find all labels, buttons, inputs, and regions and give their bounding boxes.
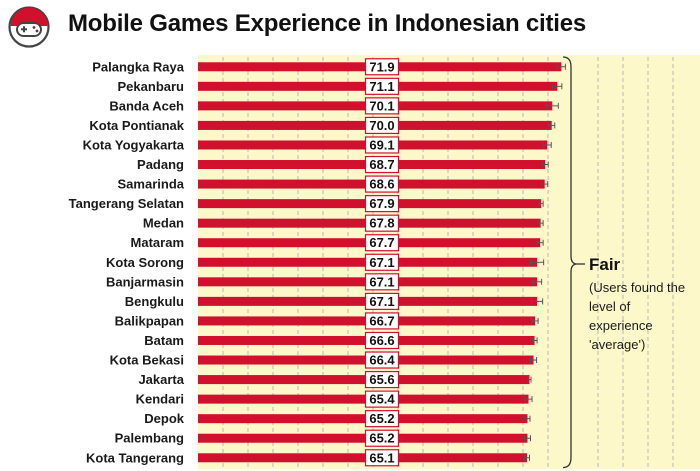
category-label-6: Samarinda: [118, 177, 185, 192]
chart-header: Mobile Games Experience in Indonesian ci…: [0, 0, 700, 52]
value-label-box-16: [364, 370, 400, 389]
category-label-10: Kota Sorong: [106, 255, 184, 270]
value-label-16: 65.6: [369, 372, 394, 387]
value-label-19: 65.2: [369, 431, 394, 446]
value-label-13: 66.7: [369, 313, 394, 328]
value-label-7: 67.9: [369, 196, 394, 211]
value-label-box-19: [364, 429, 400, 447]
category-label-19: Palembang: [115, 431, 184, 446]
category-label-14: Batam: [144, 333, 184, 348]
value-label-box-17: [364, 390, 400, 408]
value-label-box-9: [364, 234, 400, 252]
bar-17: [198, 394, 529, 404]
band-description: (Users found the level of experience 'av…: [589, 280, 686, 352]
value-label-box-3: [364, 116, 400, 135]
category-label-7: Tangerang Selatan: [69, 196, 184, 211]
category-label-15: Kota Bekasi: [110, 353, 184, 368]
value-label-box-8: [364, 214, 400, 232]
category-label-18: Depok: [144, 411, 185, 426]
value-label-17: 65.4: [369, 392, 395, 407]
category-label-17: Kendari: [136, 392, 184, 407]
band-title: Fair: [589, 255, 621, 274]
category-label-20: Kota Tangerang: [86, 450, 184, 465]
value-label-box-18: [364, 410, 400, 428]
value-label-box-10: [364, 253, 400, 271]
value-label-20: 65.1: [369, 450, 394, 465]
chart-title: Mobile Games Experience in Indonesian ci…: [68, 10, 587, 37]
value-label-box-20: [364, 449, 400, 467]
value-label-15: 66.4: [369, 353, 395, 368]
value-label-11: 67.1: [369, 274, 394, 289]
category-label-8: Medan: [143, 216, 184, 231]
value-label-5: 68.7: [369, 157, 394, 172]
value-label-box-7: [364, 195, 400, 213]
category-label-5: Padang: [137, 157, 184, 172]
category-label-12: Bengkulu: [125, 294, 184, 309]
value-label-1: 71.1: [369, 79, 394, 94]
value-label-box-4: [364, 136, 400, 154]
category-label-11: Banjarmasin: [106, 274, 184, 289]
value-label-0: 71.9: [369, 59, 394, 74]
category-label-0: Palangka Raya: [92, 59, 185, 74]
value-label-box-15: [364, 351, 400, 369]
value-label-12: 67.1: [369, 294, 394, 309]
value-label-box-6: [364, 175, 400, 193]
value-label-box-14: [364, 331, 400, 350]
category-label-1: Pekanbaru: [118, 79, 185, 94]
value-label-3: 70.0: [369, 118, 394, 133]
category-label-13: Balikpapan: [115, 313, 184, 328]
value-label-box-5: [364, 155, 400, 174]
bar-18: [198, 414, 528, 424]
category-label-4: Kota Yogyakarta: [83, 137, 185, 152]
value-label-box-2: [364, 97, 400, 115]
value-label-box-11: [364, 273, 400, 291]
category-label-9: Mataram: [131, 235, 184, 250]
value-label-10: 67.1: [369, 255, 394, 270]
value-label-box-12: [364, 292, 400, 310]
value-label-box-1: [364, 77, 400, 95]
value-label-8: 67.8: [369, 216, 394, 231]
value-label-box-0: [364, 58, 400, 76]
category-label-16: Jakarta: [138, 372, 184, 387]
bar-16: [198, 375, 530, 385]
value-label-4: 69.1: [369, 137, 394, 152]
game-controller-icon: [8, 6, 50, 48]
value-label-box-13: [364, 312, 400, 330]
value-label-6: 68.6: [369, 177, 394, 192]
value-label-18: 65.2: [369, 411, 394, 426]
bar-20: [198, 453, 527, 463]
category-label-3: Kota Pontianak: [89, 118, 184, 133]
value-label-14: 66.6: [369, 333, 394, 348]
value-label-9: 67.7: [369, 235, 394, 250]
category-label-2: Banda Aceh: [109, 98, 184, 113]
bar-19: [198, 433, 528, 443]
value-label-2: 70.1: [369, 98, 394, 113]
